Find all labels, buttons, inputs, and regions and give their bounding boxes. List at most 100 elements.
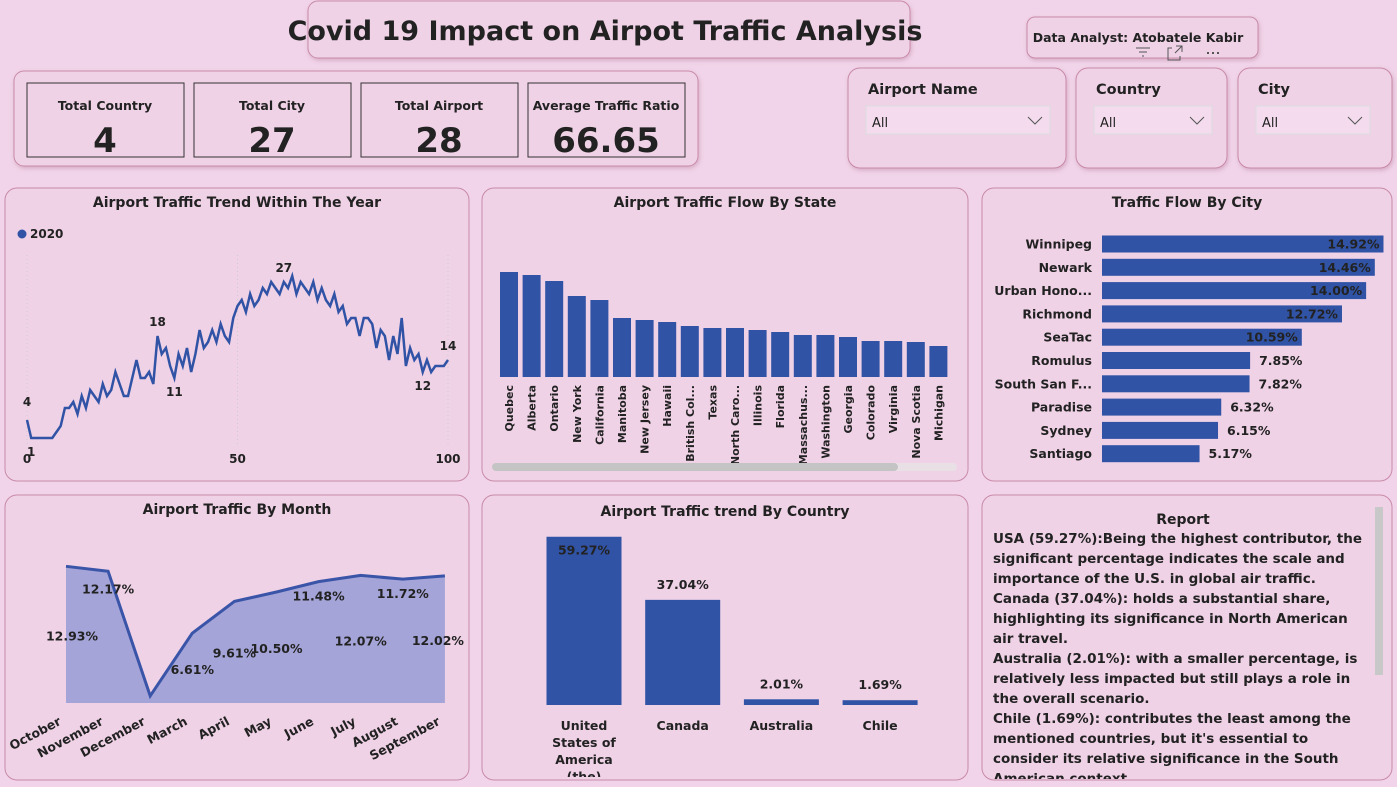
y-tick-label: SeaTac [1043,330,1092,345]
data-label: 7.85% [1259,353,1303,368]
x-tick-label: Quebec [503,385,516,432]
bar [658,322,677,377]
y-tick-label: Newark [1039,260,1093,275]
bar [635,320,654,377]
bar [1102,258,1375,276]
dropdown-arrow [1189,116,1205,125]
analyst: Data Analyst: Atobatele Kabir [1033,30,1244,45]
x-tick-label: United States of America (the) [552,718,616,777]
x-tick-label: Virginia [887,385,900,433]
x-tick-label: Michigan [932,385,945,441]
data-label: 14.92% [1327,237,1380,252]
scrollbar-thumb[interactable] [492,463,898,471]
dropdown-value[interactable]: All [1262,116,1278,131]
focus-icon[interactable] [1167,45,1183,61]
kpi-card [360,82,519,158]
y-tick-label: Paradise [1031,400,1092,415]
kpi-value: 28 [415,121,462,161]
x-tick-label: Nova Scotia [910,385,923,459]
bar [522,275,541,377]
chart-panel [4,187,470,482]
bar [546,536,622,705]
dropdown[interactable] [865,105,1051,135]
dropdown-value[interactable]: All [872,116,888,131]
data-label: 2.01% [760,676,804,691]
data-label: 12.17% [82,581,135,596]
bar [726,328,744,377]
data-label: 27 [275,261,292,275]
data-label: 10.59% [1246,330,1299,345]
report-body: USA (59.27%):Being the highest contribut… [993,529,1371,779]
bar [680,326,699,377]
analyst-box [1026,16,1259,59]
data-label: 9.61% [213,645,257,660]
dropdown-arrow [1347,116,1363,125]
scrollbar[interactable] [1375,507,1383,675]
bar [500,272,518,377]
x-tick-label: Colorado [865,385,878,441]
bar [771,332,790,377]
bar [748,330,767,377]
x-tick-label: Canada [656,718,709,733]
bar [839,337,857,377]
kpi-card [193,82,352,158]
bar [1102,305,1342,323]
kpi-label: Total Airport [395,98,483,113]
report-title: Report [1156,512,1210,528]
y-tick-label: Romulus [1031,353,1092,368]
bar [1102,375,1250,393]
y-tick-label: Urban Hono... [994,283,1092,298]
x-tick-label: Washington [819,385,832,459]
report-text: USA (59.27%):Being the highest contribut… [993,529,1371,779]
visual-header-icons[interactable] [1136,45,1219,61]
data-label: 4 [23,395,31,409]
data-label: 6.61% [171,662,215,677]
x-tick-label: Florida [774,385,787,428]
legend-label: 2020 [30,227,63,241]
dropdown-arrow [1027,116,1043,125]
bar [1102,235,1384,253]
x-tick-label-box: United States of America (the) [552,718,616,777]
report-paragraph: Canada (37.04%): holds a substantial sha… [993,591,1348,647]
x-tick-label: New Jersey [639,385,652,454]
x-tick-label: Alberta [526,385,539,431]
kpi-container [13,70,699,167]
x-tick-label: New York [571,384,584,443]
data-label: 6.15% [1227,423,1271,438]
bar [743,699,819,705]
filter-icon[interactable] [1136,47,1150,57]
x-tick-label: Georgia [842,385,855,434]
data-label: 5.17% [1209,446,1253,461]
x-tick-label: Massachus... [797,385,810,465]
bar [1102,445,1200,463]
filter-label: Airport Name [868,82,978,98]
chart-title: Airport Traffic Flow By State [614,195,837,211]
data-label: 12 [414,379,431,393]
data-label: 14.00% [1310,283,1363,298]
bar [816,335,835,377]
bar [929,346,948,377]
y-tick-label: Winnipeg [1025,237,1092,252]
data-label: 14 [440,339,457,353]
bar [703,328,722,377]
x-tick-label-box: Australia [750,718,814,733]
title-box [307,0,911,59]
kpi-label: Total Country [58,98,152,113]
bar [613,318,631,377]
y-tick-label: Sydney [1040,423,1092,438]
data-label: 12.72% [1286,306,1339,321]
data-label: 6.32% [1230,400,1274,415]
data-label: 11.48% [293,589,346,604]
data-label: 1.69% [858,677,902,692]
x-tick-label: Texas [706,385,719,420]
x-tick-label: 50 [229,452,246,466]
report-paragraph: Australia (2.01%): with a smaller percen… [993,651,1358,707]
kpi-card [26,82,185,158]
data-label: 14.46% [1319,260,1372,275]
chart-panel [481,187,969,482]
report-panel [981,494,1393,781]
line [65,564,446,700]
area [66,566,445,703]
x-tick-label: North Caro... [729,385,742,465]
dropdown-value[interactable]: All [1100,116,1116,131]
